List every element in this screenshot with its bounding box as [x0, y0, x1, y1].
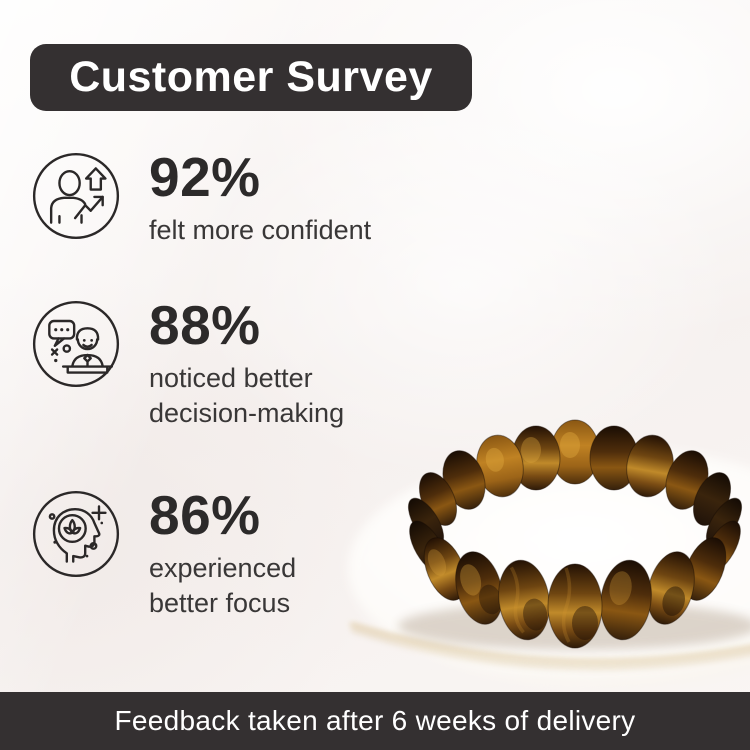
stat-caption: noticed better decision-making — [149, 363, 345, 428]
tiger-eye-bracelet — [407, 419, 743, 649]
stat-focus: 86% experienced better focus — [30, 488, 296, 621]
header-badge: Customer Survey — [30, 44, 472, 111]
confidence-growth-icon — [30, 150, 122, 242]
decision-making-icon — [30, 298, 122, 390]
stat-decision-making: 88% noticed better decision-making — [30, 298, 344, 431]
stat-value: 92% — [149, 146, 261, 208]
mindful-focus-icon — [30, 488, 122, 580]
stat-caption: experienced better focus — [149, 553, 297, 618]
bead — [547, 563, 603, 649]
stat-value: 86% — [149, 484, 261, 546]
bead — [423, 537, 467, 601]
bead — [498, 559, 550, 641]
page-title: Customer Survey — [69, 53, 433, 101]
stat-caption: felt more confident — [149, 215, 372, 245]
bead — [647, 551, 695, 625]
bead — [600, 559, 652, 641]
bead — [550, 419, 600, 485]
bead — [476, 434, 524, 498]
footer-note: Feedback taken after 6 weeks of delivery — [114, 705, 636, 736]
stat-value: 88% — [149, 294, 261, 356]
stat-confidence: 92% felt more confident — [30, 150, 371, 248]
footer-bar: Feedback taken after 6 weeks of delivery — [0, 692, 750, 750]
bead — [455, 551, 503, 625]
